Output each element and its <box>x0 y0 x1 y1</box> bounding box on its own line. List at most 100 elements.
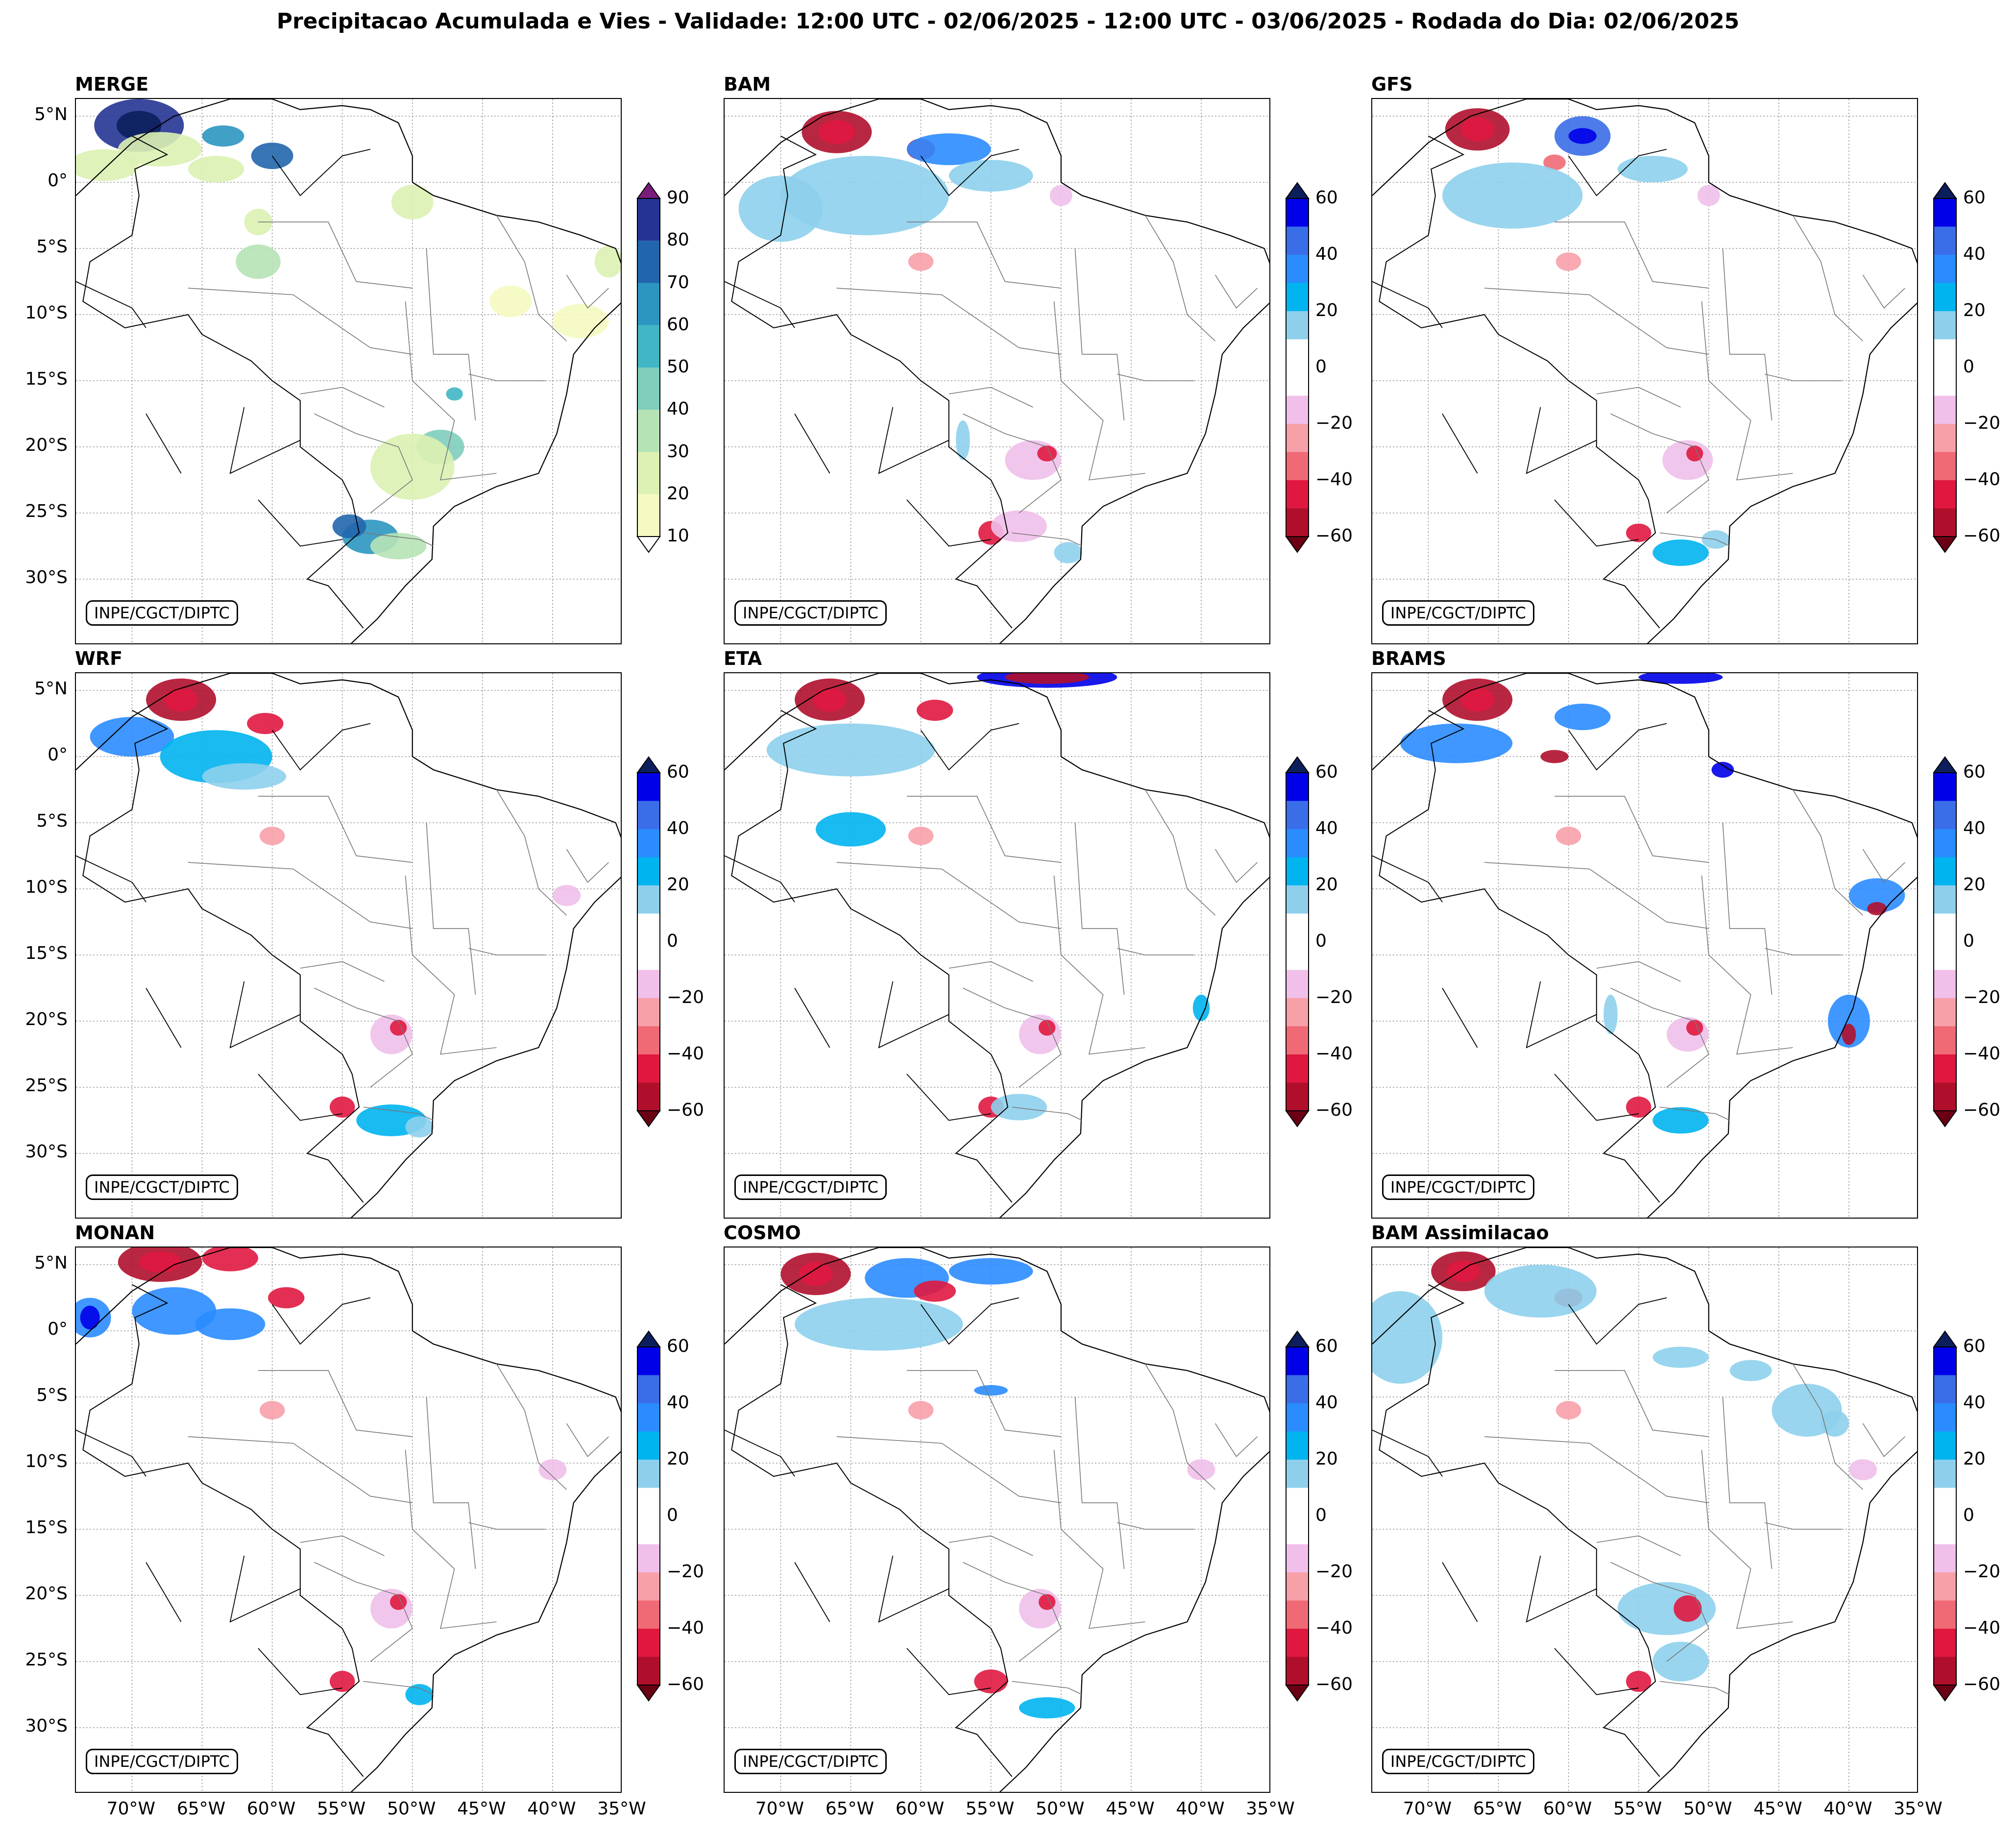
country-border <box>794 1562 830 1622</box>
colorbar-extend-min <box>1285 536 1310 553</box>
colorbar-segment <box>637 1026 660 1054</box>
state-border <box>1074 823 1125 995</box>
colorbar-frame <box>1286 1346 1309 1686</box>
colorbar-segment <box>1286 367 1309 396</box>
precip-field <box>552 884 581 906</box>
figure-title: Precipitacao Acumulada e Vies - Validade… <box>276 9 1740 34</box>
state-border <box>258 1370 413 1437</box>
state-border <box>1765 948 1842 955</box>
colorbar-segment <box>1286 1600 1309 1629</box>
colorbar-segment <box>637 1572 660 1601</box>
colorbar-frame <box>637 198 660 537</box>
credit-label: INPE/CGCT/DIPTC <box>734 1749 887 1774</box>
map-canvas <box>725 99 1269 643</box>
colorbar-segment <box>1286 480 1309 509</box>
colorbar-segment <box>1286 942 1309 970</box>
state-border <box>1610 987 1709 1088</box>
state-border <box>1484 1436 1709 1503</box>
colorbar-tick-label: 0 <box>1963 931 1974 951</box>
lat-label: 0° <box>48 1319 68 1340</box>
colorbar-segment <box>637 1629 660 1657</box>
precip-field <box>405 1116 434 1138</box>
colorbar-segment <box>1934 1082 1956 1111</box>
country-border <box>146 1562 182 1622</box>
precip-field <box>202 125 244 147</box>
precip-field <box>195 1308 266 1340</box>
colorbar-tick-label: −60 <box>1315 1674 1353 1694</box>
colorbar-segment <box>637 198 660 241</box>
colorbar-segment <box>1286 508 1309 537</box>
state-border <box>963 987 1062 1088</box>
precip-field <box>1617 1582 1716 1636</box>
state-border <box>405 301 497 481</box>
colorbar-segment <box>1934 508 1956 537</box>
state-border <box>1117 948 1194 955</box>
colorbar-frame <box>1286 772 1309 1111</box>
lon-label: 60°W <box>1543 1799 1592 1819</box>
state-border <box>314 1562 413 1662</box>
map-eta: INPE/CGCT/DIPTC <box>724 672 1270 1219</box>
state-border <box>314 413 413 514</box>
precip-field <box>1540 750 1569 763</box>
colorbar-tick-label: −40 <box>667 1618 704 1638</box>
colorbar-tick-label: 40 <box>667 399 689 419</box>
colorbar-tick-label: 0 <box>667 931 678 951</box>
precip-field <box>1686 1020 1703 1036</box>
state-border <box>1214 849 1258 883</box>
state-border <box>836 288 1061 355</box>
lon-label: 45°W <box>1106 1799 1155 1819</box>
state-border <box>1484 288 1709 355</box>
country-border <box>731 135 1013 629</box>
precip-field <box>1848 878 1905 913</box>
state-border <box>363 1681 434 1695</box>
precip-field <box>738 175 823 242</box>
precip-field <box>1652 1107 1709 1134</box>
colorbar-segment <box>637 801 660 829</box>
country-border <box>906 1648 991 1695</box>
state-border <box>1722 823 1773 995</box>
precip-field <box>908 1401 934 1419</box>
precip-field <box>1019 1014 1061 1054</box>
state-border <box>1484 862 1709 929</box>
precip-field <box>1460 687 1494 712</box>
coastline <box>725 1247 1269 1792</box>
coastline <box>725 99 1269 643</box>
lat-label: 0° <box>48 745 68 765</box>
country-border <box>82 709 364 1203</box>
colorbar-segment <box>1934 1629 1956 1657</box>
state-border <box>300 387 385 408</box>
colorbar-tick-label: 20 <box>667 875 689 895</box>
precip-field <box>188 156 244 183</box>
precip-field <box>1626 1096 1652 1118</box>
map-monan: INPE/CGCT/DIPTC <box>75 1247 622 1793</box>
precip-field <box>389 1594 407 1610</box>
colorbar-extend-max <box>1933 182 1957 199</box>
state-border <box>1214 1423 1258 1457</box>
panel-title: COSMO <box>724 1222 801 1244</box>
colorbar-segment <box>1286 452 1309 480</box>
state-border <box>1792 215 1864 342</box>
colorbar-segment <box>1934 339 1956 367</box>
state-border <box>496 789 567 916</box>
map-canvas <box>725 1247 1269 1792</box>
lat-label: 25°S <box>25 501 68 522</box>
precip-field <box>1372 1291 1443 1384</box>
map-canvas <box>76 1247 621 1792</box>
colorbar-segment <box>637 1347 660 1375</box>
precip-field <box>247 712 284 734</box>
precip-field <box>1828 995 1870 1048</box>
colorbar-segment <box>637 1657 660 1685</box>
lon-label: 45°W <box>1753 1799 1802 1819</box>
precip-field <box>370 1014 413 1054</box>
colorbar-tick-label: −20 <box>1315 413 1353 433</box>
country-border <box>1554 1074 1639 1121</box>
country-border <box>82 135 364 629</box>
colorbar-segment <box>1934 1460 1956 1488</box>
country-border <box>878 981 949 1049</box>
colorbar-segment <box>1286 970 1309 998</box>
colorbar-segment <box>1934 998 1956 1027</box>
lat-label: 25°S <box>25 1076 68 1096</box>
precip-field <box>332 514 366 538</box>
state-border <box>1555 1370 1709 1437</box>
credit-label: INPE/CGCT/DIPTC <box>734 600 887 626</box>
